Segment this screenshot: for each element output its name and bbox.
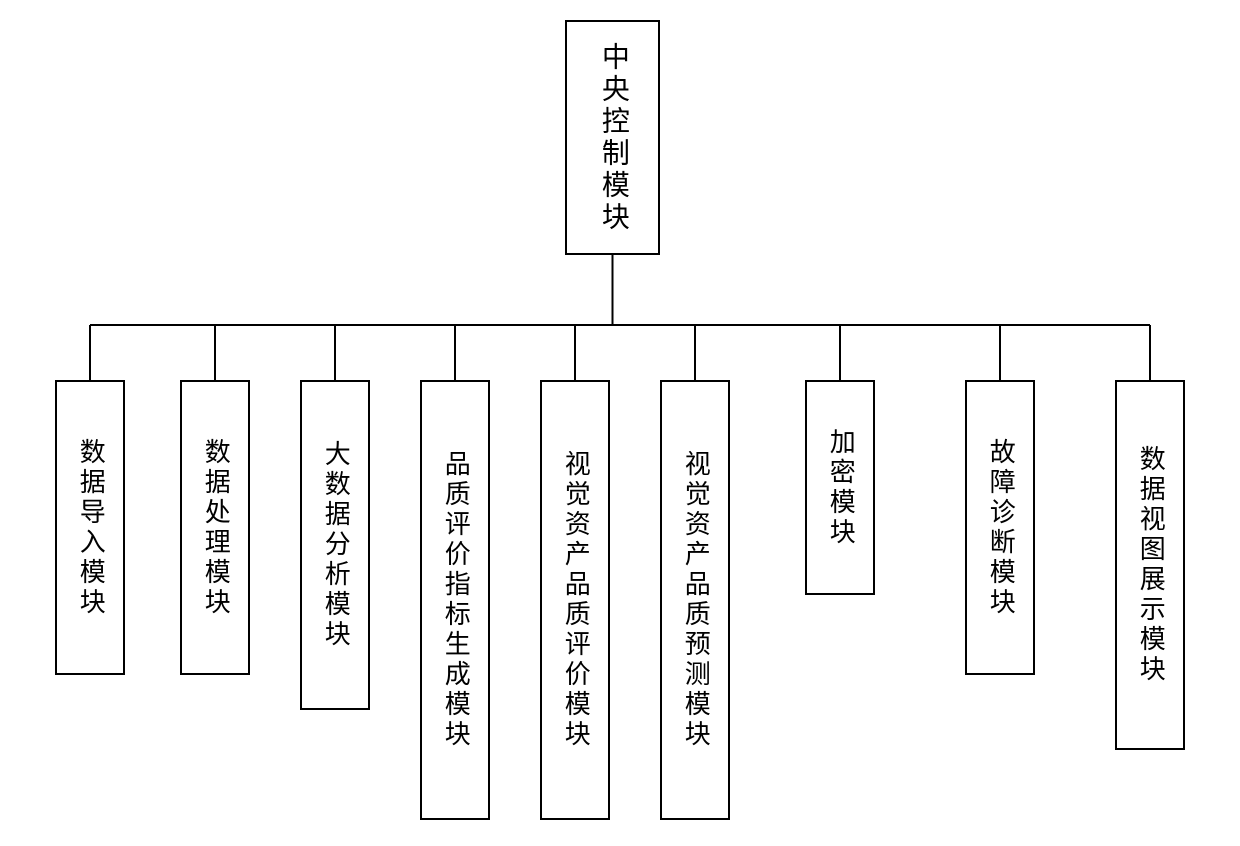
child-node-visual-quality-eval: 视觉资产品质评价模块 [540, 380, 610, 820]
child-node-data-view-display: 数据视图展示模块 [1115, 380, 1185, 750]
child-node-label: 大数据分析模块 [321, 440, 350, 650]
child-node-label: 故障诊断模块 [986, 438, 1015, 618]
child-node-fault-diagnosis: 故障诊断模块 [965, 380, 1035, 675]
child-node-label: 视觉资产品质预测模块 [681, 450, 710, 750]
child-node-label: 品质评价指标生成模块 [441, 450, 470, 750]
child-node-data-processing: 数据处理模块 [180, 380, 250, 675]
child-node-visual-quality-pred: 视觉资产品质预测模块 [660, 380, 730, 820]
child-node-quality-indicator: 品质评价指标生成模块 [420, 380, 490, 820]
child-node-label: 数据导入模块 [76, 438, 105, 618]
root-node: 中央控制模块 [565, 20, 660, 255]
child-node-label: 数据视图展示模块 [1136, 445, 1165, 685]
child-node-label: 数据处理模块 [201, 438, 230, 618]
root-node-label: 中央控制模块 [597, 42, 628, 234]
child-node-label: 加密模块 [826, 428, 855, 548]
child-node-label: 视觉资产品质评价模块 [561, 450, 590, 750]
child-node-big-data-analysis: 大数据分析模块 [300, 380, 370, 710]
child-node-encryption: 加密模块 [805, 380, 875, 595]
child-node-data-import: 数据导入模块 [55, 380, 125, 675]
